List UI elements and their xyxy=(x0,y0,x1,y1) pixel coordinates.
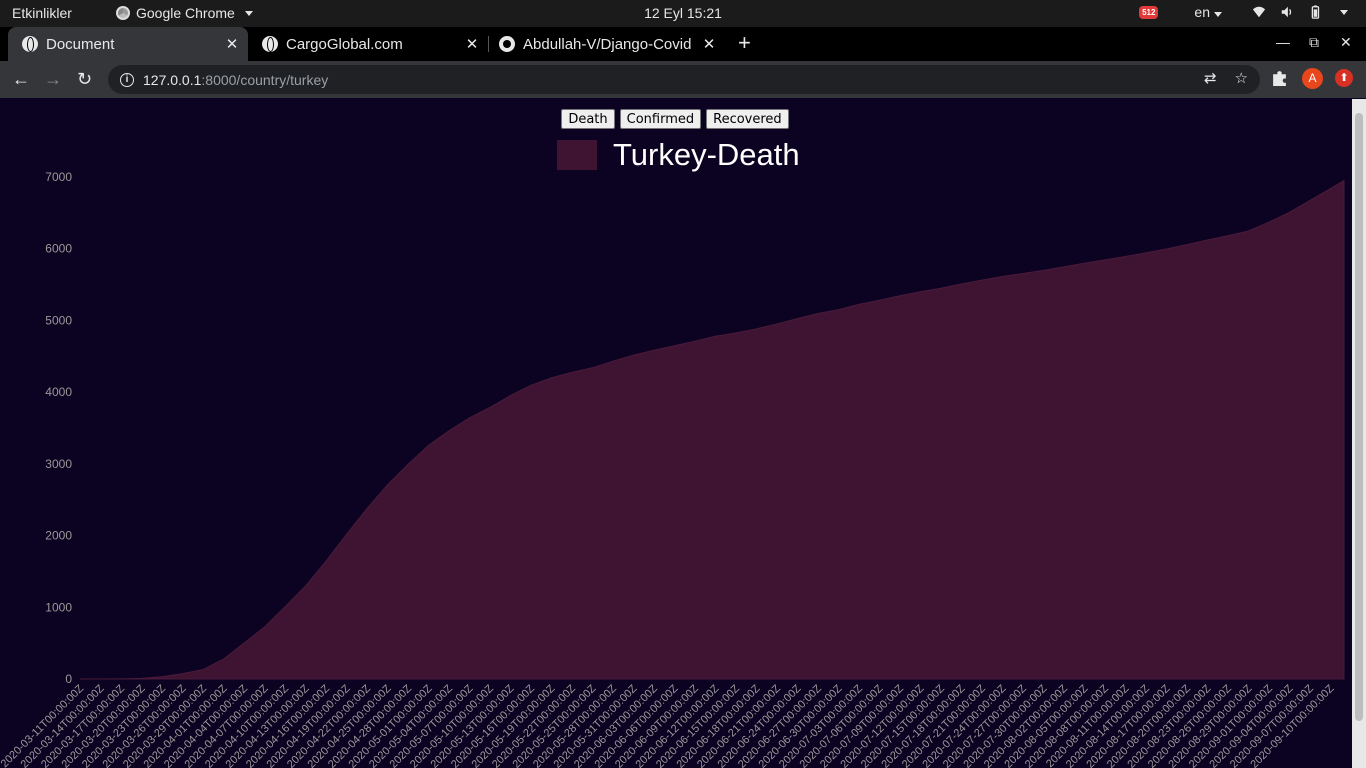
y-tick-label: 4000 xyxy=(45,385,72,399)
close-tab-icon[interactable]: ✕ xyxy=(465,36,479,53)
system-top-bar: Etkinlikler Google Chrome 12 Eyl 15:21 5… xyxy=(0,0,1366,27)
app-menu[interactable]: Google Chrome xyxy=(116,5,253,21)
translate-icon[interactable]: ⇄ xyxy=(1203,70,1217,87)
tab-document[interactable]: Document ✕ xyxy=(8,27,248,61)
extensions-puzzle-icon[interactable] xyxy=(1271,70,1288,87)
globe-icon xyxy=(22,36,38,52)
globe-icon xyxy=(262,36,278,52)
url-text[interactable]: 127.0.0.1:8000/country/turkey xyxy=(143,72,328,88)
y-tick-label: 6000 xyxy=(45,242,72,256)
tab-title: Abdullah-V/Django-Covid xyxy=(523,35,692,53)
activities-button[interactable]: Etkinlikler xyxy=(12,5,72,21)
metric-button-row: Death Confirmed Recovered xyxy=(0,109,1352,129)
chart-legend[interactable]: Turkey-Death xyxy=(557,137,800,173)
death-area-chart: 010002000300040005000600070002020-03-11T… xyxy=(0,170,1345,768)
close-tab-icon[interactable]: ✕ xyxy=(225,36,239,53)
y-tick-label: 7000 xyxy=(45,170,72,184)
profile-avatar[interactable]: A xyxy=(1302,68,1323,89)
chevron-down-icon xyxy=(1214,12,1222,17)
maximize-button[interactable]: ⧉ xyxy=(1309,34,1319,50)
tab-cargoglobal[interactable]: CargoGlobal.com ✕ xyxy=(248,27,488,61)
y-tick-label: 2000 xyxy=(45,529,72,543)
close-window-button[interactable]: ✕ xyxy=(1340,34,1352,50)
browser-toolbar: ← → ↻ i 127.0.0.1:8000/country/turkey ⇄ … xyxy=(0,61,1366,98)
death-button[interactable]: Death xyxy=(561,109,615,129)
tab-github[interactable]: Abdullah-V/Django-Covid ✕ xyxy=(485,27,725,61)
tab-strip: Document ✕ CargoGlobal.com ✕ Abdullah-V/… xyxy=(0,27,1366,61)
area-series-turkey-death xyxy=(79,179,1345,680)
y-tick-label: 1000 xyxy=(45,600,72,614)
y-tick-label: 3000 xyxy=(45,457,72,471)
reload-icon[interactable]: ↻ xyxy=(77,69,93,89)
tab-title: Document xyxy=(46,35,115,53)
tab-title: CargoGlobal.com xyxy=(286,35,403,53)
legend-swatch xyxy=(557,140,597,170)
omnibox-actions: ⇄ ☆ xyxy=(1204,71,1248,87)
y-tick-label: 0 xyxy=(65,672,72,686)
close-tab-icon[interactable]: ✕ xyxy=(702,36,716,53)
address-bar[interactable]: i 127.0.0.1:8000/country/turkey ⇄ ☆ xyxy=(108,65,1260,94)
app-menu-label: Google Chrome xyxy=(136,5,235,21)
battery-icon xyxy=(1311,5,1320,19)
confirmed-button[interactable]: Confirmed xyxy=(619,109,702,129)
github-icon xyxy=(499,36,515,52)
system-menu-chevron-icon[interactable] xyxy=(1340,9,1348,15)
y-tick-label: 5000 xyxy=(45,313,72,327)
legend-label: Turkey-Death xyxy=(613,137,800,172)
bookmark-star-icon[interactable]: ☆ xyxy=(1234,70,1248,87)
new-tab-button[interactable]: + xyxy=(738,30,751,55)
language-indicator[interactable]: en xyxy=(1194,4,1222,20)
update-icon[interactable]: ⬆ xyxy=(1335,69,1353,87)
url-path: :8000/country/turkey xyxy=(201,71,329,88)
volume-icon xyxy=(1281,6,1292,18)
language-label: en xyxy=(1194,4,1210,20)
chrome-icon xyxy=(116,6,130,20)
back-arrow-icon[interactable]: ← xyxy=(12,69,30,89)
notification-badge[interactable]: 512 xyxy=(1139,5,1159,19)
minimize-button[interactable]: — xyxy=(1276,34,1290,50)
recovered-button[interactable]: Recovered xyxy=(706,109,789,129)
tab-divider xyxy=(488,36,489,52)
vertical-scrollbar[interactable] xyxy=(1352,99,1366,768)
url-host: 127.0.0.1 xyxy=(143,71,202,88)
wifi-icon xyxy=(1252,6,1266,18)
scrollbar-thumb[interactable] xyxy=(1355,113,1363,721)
site-info-icon[interactable]: i xyxy=(120,72,134,87)
page-content: 0 1000 2000 3000 4000 5000 6000 7000 2020-03-11T… xyxy=(0,99,1352,768)
system-tray[interactable]: 512 en xyxy=(1139,4,1348,20)
chevron-down-icon xyxy=(244,10,253,16)
forward-arrow-icon[interactable]: → xyxy=(44,69,62,89)
